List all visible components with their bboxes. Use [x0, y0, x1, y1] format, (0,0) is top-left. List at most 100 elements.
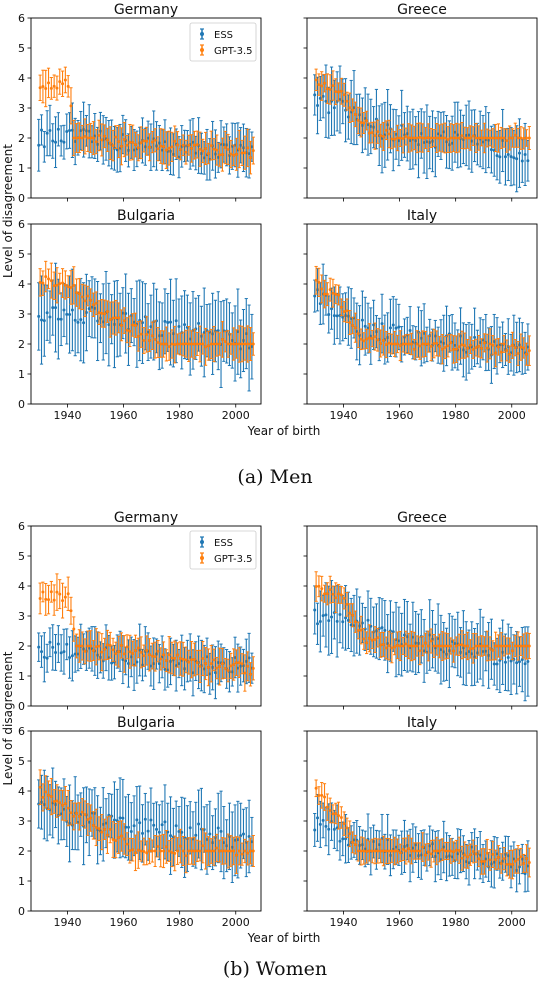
data-point — [226, 669, 230, 673]
y-tick-label: 6 — [18, 12, 25, 25]
error-bar — [491, 840, 495, 869]
data-point — [433, 334, 437, 338]
data-point — [485, 644, 489, 648]
data-point — [321, 818, 325, 822]
data-point — [218, 849, 222, 853]
data-point — [359, 849, 363, 853]
error-bar — [74, 123, 79, 153]
error-bar — [440, 334, 444, 365]
error-bar — [367, 624, 372, 653]
data-point — [475, 651, 479, 655]
error-bar — [53, 262, 58, 353]
error-bar — [414, 826, 418, 864]
data-point — [471, 646, 475, 650]
data-point — [421, 644, 425, 648]
error-bar — [86, 285, 90, 307]
error-bar — [501, 841, 505, 881]
error-bar — [46, 780, 51, 811]
error-bar — [44, 583, 48, 616]
error-bar — [122, 635, 126, 673]
error-bar — [206, 142, 211, 165]
data-point — [225, 143, 229, 147]
error-bar — [41, 270, 45, 296]
data-point — [65, 129, 69, 133]
data-point — [360, 843, 364, 847]
error-bar — [125, 317, 129, 344]
data-point — [348, 320, 352, 324]
error-bar — [492, 313, 496, 370]
error-bar — [59, 634, 63, 672]
data-point — [424, 342, 428, 346]
data-point — [376, 849, 380, 853]
error-bar — [97, 816, 101, 841]
data-point — [432, 342, 436, 346]
error-bar — [42, 632, 46, 683]
data-point — [453, 343, 457, 347]
data-point — [373, 638, 377, 642]
error-bar — [143, 127, 147, 166]
data-point — [401, 644, 405, 648]
data-point — [337, 90, 341, 94]
error-bar — [175, 131, 180, 159]
data-point — [442, 650, 446, 654]
error-bar — [516, 341, 520, 366]
error-bar — [423, 632, 428, 654]
data-point — [45, 656, 49, 660]
data-point — [424, 853, 428, 857]
error-bar — [314, 571, 318, 602]
error-bar — [243, 135, 247, 170]
data-point — [209, 849, 213, 853]
data-point — [367, 636, 371, 640]
data-point — [394, 132, 398, 136]
data-point — [527, 349, 531, 353]
data-point — [362, 339, 366, 343]
error-bar — [444, 627, 449, 681]
error-bar — [117, 302, 121, 334]
error-bar — [62, 124, 66, 160]
data-point — [239, 664, 243, 668]
error-bar — [180, 796, 184, 868]
data-point — [415, 342, 419, 346]
error-bar — [105, 127, 110, 152]
data-point — [505, 644, 509, 648]
data-point — [143, 145, 147, 149]
error-bar — [69, 270, 73, 305]
data-point — [148, 145, 152, 149]
data-point — [449, 644, 453, 648]
error-bar — [145, 635, 149, 666]
error-bar — [362, 332, 366, 350]
error-bar — [244, 298, 248, 370]
error-bar — [395, 334, 400, 354]
data-point — [519, 345, 523, 349]
data-point — [464, 350, 468, 354]
data-point — [327, 827, 331, 831]
panel-title: Germany — [114, 510, 178, 526]
error-bar — [101, 283, 105, 361]
data-point — [119, 323, 123, 327]
error-bar — [170, 329, 174, 359]
data-point — [379, 643, 383, 647]
error-bar — [467, 840, 471, 886]
error-bar — [477, 636, 481, 656]
data-point — [509, 865, 513, 869]
data-point — [510, 343, 514, 347]
data-point — [459, 650, 463, 654]
error-bar — [83, 638, 87, 665]
error-bar — [114, 641, 118, 666]
data-point — [164, 845, 168, 849]
error-bar — [405, 601, 409, 673]
data-point — [440, 136, 444, 140]
data-point — [128, 650, 132, 654]
data-point — [77, 136, 81, 140]
error-bar — [471, 126, 475, 146]
data-point — [353, 843, 357, 847]
error-bar — [240, 139, 244, 167]
error-bar — [435, 636, 439, 656]
error-bar — [432, 128, 436, 148]
error-bar — [48, 290, 52, 344]
error-bar — [227, 651, 232, 693]
data-point — [325, 592, 329, 596]
data-point — [429, 639, 433, 643]
data-point — [49, 279, 53, 283]
error-bar — [150, 131, 154, 154]
